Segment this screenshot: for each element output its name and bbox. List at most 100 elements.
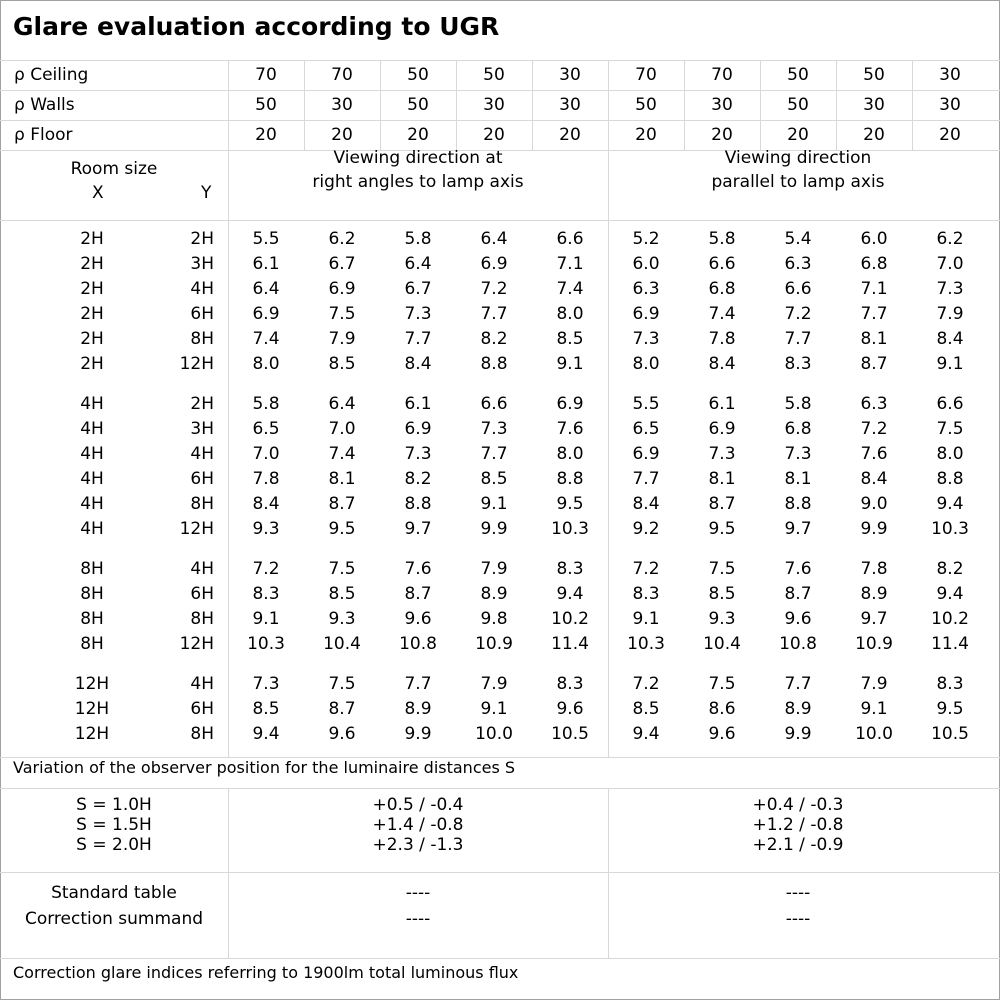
ugr-value: 7.4 (556, 279, 584, 299)
ugr-value: 8.3 (632, 584, 660, 604)
room-y: 2H (190, 394, 214, 414)
s-label: S = 1.5H (76, 815, 152, 835)
ugr-value: 11.4 (931, 634, 969, 654)
ugr-value: 8.8 (936, 469, 964, 489)
column-divider (608, 788, 609, 958)
variation-parallel: +0.4 / -0.3 (752, 795, 844, 815)
ugr-value: 9.4 (632, 724, 660, 744)
reflectance-value: 30 (939, 95, 961, 115)
ugr-value: 9.9 (404, 724, 432, 744)
correction-summand-label: Correction summand (24, 909, 204, 929)
column-divider (304, 60, 305, 150)
ugr-value: 8.5 (632, 699, 660, 719)
table-row: 12H 4H 7.3 7.5 7.7 7.9 8.3 7.2 7.5 7.7 7.9 8.3 (0, 672, 1000, 697)
reflectance-value: 50 (483, 65, 505, 85)
ugr-value: 7.9 (860, 674, 888, 694)
divider-line (0, 872, 1000, 873)
column-divider (684, 60, 685, 150)
reflectance-value: 20 (255, 125, 277, 145)
ugr-value: 7.7 (784, 329, 812, 349)
table-row: 12H 6H 8.5 8.7 8.9 9.1 9.6 8.5 8.6 8.9 9.1 9.5 (0, 697, 1000, 722)
variation-label: Variation of the observer position for t… (13, 758, 516, 777)
ugr-value: 9.5 (708, 519, 736, 539)
ugr-value: 8.7 (328, 494, 356, 514)
ugr-value: 10.2 (931, 609, 969, 629)
viewing-parallel-line2: parallel to lamp axis (711, 172, 885, 192)
ugr-value: 8.0 (252, 354, 280, 374)
ugr-value: 7.7 (632, 469, 660, 489)
variation-parallel: +1.2 / -0.8 (752, 815, 844, 835)
divider-line (0, 788, 1000, 789)
ugr-value: 6.9 (252, 304, 280, 324)
ugr-value: 7.1 (860, 279, 888, 299)
variation-right: +1.4 / -0.8 (372, 815, 464, 835)
ugr-value: 7.0 (936, 254, 964, 274)
s-label: S = 1.0H (76, 795, 152, 815)
ugr-value: 9.4 (936, 584, 964, 604)
room-x: 2H (80, 304, 104, 324)
table-row: 8H 4H 7.2 7.5 7.6 7.9 8.3 7.2 7.5 7.6 7.8 8.2 (0, 557, 1000, 582)
ugr-value: 6.1 (708, 394, 736, 414)
ugr-value: 7.5 (328, 674, 356, 694)
correction-right-value: ---- (405, 909, 431, 929)
ugr-value: 6.3 (784, 254, 812, 274)
ugr-value: 8.9 (404, 699, 432, 719)
ugr-value: 8.1 (708, 469, 736, 489)
ugr-value: 8.7 (328, 699, 356, 719)
divider-line (0, 150, 1000, 151)
reflectance-value: 20 (863, 125, 885, 145)
ugr-value: 8.4 (708, 354, 736, 374)
reflectance-value: 50 (787, 65, 809, 85)
ugr-value: 6.5 (252, 419, 280, 439)
ugr-value: 7.5 (708, 559, 736, 579)
ugr-value: 7.7 (784, 674, 812, 694)
reflectance-value: 50 (863, 65, 885, 85)
ugr-value: 9.2 (632, 519, 660, 539)
ugr-value: 9.9 (784, 724, 812, 744)
room-y: 8H (190, 329, 214, 349)
ugr-value: 7.7 (404, 674, 432, 694)
room-y: 4H (190, 559, 214, 579)
ugr-value: 6.9 (404, 419, 432, 439)
ugr-value: 7.6 (556, 419, 584, 439)
room-x: 2H (80, 254, 104, 274)
room-x: 4H (80, 444, 104, 464)
ugr-value: 7.8 (708, 329, 736, 349)
ugr-value: 7.3 (252, 674, 280, 694)
ugr-value: 6.6 (936, 394, 964, 414)
ugr-value: 9.9 (480, 519, 508, 539)
room-y: 4H (190, 444, 214, 464)
ugr-value: 9.6 (404, 609, 432, 629)
ugr-value: 9.6 (784, 609, 812, 629)
ugr-value: 7.2 (252, 559, 280, 579)
ugr-value: 7.3 (404, 444, 432, 464)
ugr-value: 6.3 (860, 394, 888, 414)
s-label: S = 2.0H (76, 835, 152, 855)
room-x: 2H (80, 229, 104, 249)
room-y: 6H (190, 469, 214, 489)
table-row: 12H 8H 9.4 9.6 9.9 10.0 10.5 9.4 9.6 9.9 10.0 10.5 (0, 722, 1000, 747)
ugr-value: 6.9 (480, 254, 508, 274)
room-y: 12H (179, 519, 214, 539)
ugr-value: 7.6 (784, 559, 812, 579)
table-row: 2H 3H 6.1 6.7 6.4 6.9 7.1 6.0 6.6 6.3 6.8 7.0 (0, 252, 1000, 277)
ugr-value: 8.1 (860, 329, 888, 349)
ugr-value: 9.6 (328, 724, 356, 744)
ugr-value: 5.5 (632, 394, 660, 414)
reflectance-value: 20 (407, 125, 429, 145)
ugr-value: 6.4 (328, 394, 356, 414)
room-y: 12H (179, 634, 214, 654)
reflectance-value: 50 (407, 95, 429, 115)
ugr-value: 9.1 (252, 609, 280, 629)
ugr-value: 8.8 (556, 469, 584, 489)
room-x: 12H (74, 699, 110, 719)
ugr-value: 8.4 (252, 494, 280, 514)
page-title: Glare evaluation according to UGR (13, 12, 500, 41)
ugr-value: 8.8 (784, 494, 812, 514)
column-divider (228, 60, 229, 757)
room-x: 2H (80, 329, 104, 349)
ugr-value: 9.7 (784, 519, 812, 539)
ugr-value: 6.1 (252, 254, 280, 274)
ugr-value: 8.4 (632, 494, 660, 514)
room-size-y-label: Y (201, 183, 212, 203)
